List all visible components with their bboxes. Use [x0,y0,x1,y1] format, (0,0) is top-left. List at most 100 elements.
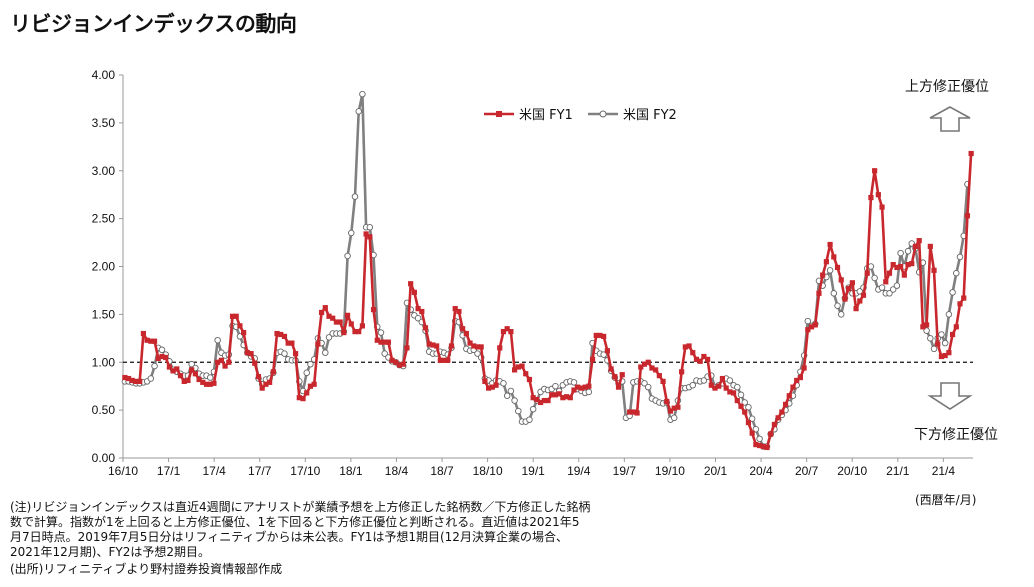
data-point-fy1 [682,344,688,350]
data-point-fy1 [170,368,176,374]
data-point-fy1 [259,385,265,391]
data-point-fy1 [248,351,254,357]
data-point-fy2 [700,377,708,384]
x-tick-label: 17/4 [202,464,226,478]
data-point-fy1 [285,340,291,346]
data-point-fy1 [500,329,507,335]
data-point-fy1 [385,339,391,345]
data-point-fy2 [737,391,745,399]
data-point-fy1 [129,377,135,384]
data-point-fy1 [838,277,844,283]
data-point-fy2 [322,349,329,356]
data-point-fy1 [857,298,863,304]
data-point-fy1 [820,272,826,278]
data-point-fy1 [463,330,469,337]
x-tick-label: 19/10 [655,464,685,478]
data-point-fy1 [486,385,492,391]
data-point-fy1 [756,442,763,449]
data-point-fy2 [377,329,385,336]
data-point-fy2 [941,339,949,347]
data-point-fy1 [367,234,373,240]
data-point-fy2 [689,381,697,389]
data-point-fy1 [953,324,959,330]
data-point-fy1 [467,340,473,346]
data-point-fy1 [526,376,533,383]
data-point-fy2 [897,249,904,257]
data-point-fy1 [712,385,718,391]
data-point-fy2 [889,286,897,293]
data-point-fy1 [545,397,551,404]
x-tick-label: 16/10 [108,464,138,478]
data-point-fy1 [549,392,555,398]
data-point-fy1 [452,306,458,312]
data-point-fy2 [500,380,507,387]
x-tick-label: 21/1 [886,464,910,478]
data-point-fy2 [644,383,652,391]
data-point-fy2 [206,374,214,381]
data-point-fy1 [708,382,714,388]
data-point-fy1 [137,378,143,384]
data-point-fy2 [834,302,841,310]
data-point-fy1 [690,350,696,356]
data-point-fy2 [878,284,886,291]
data-point-fy1 [233,313,239,319]
data-point-fy2 [830,290,838,297]
data-point-fy1 [419,308,425,315]
up-arrow-icon [929,106,971,132]
data-point-fy1 [575,384,581,390]
data-point-fy1 [567,395,573,401]
data-point-fy2 [552,382,559,390]
data-point-fy1 [296,395,302,401]
data-point-fy2 [938,331,945,338]
data-point-fy1 [404,345,410,351]
upper-revision-label: 上方修正優位 [905,79,989,95]
lower-revision-label: 下方修正優位 [914,427,998,443]
data-point-fy1 [489,384,495,390]
data-point-fy1 [957,301,963,307]
data-point-fy1 [812,322,818,328]
data-point-fy1 [151,338,158,344]
data-point-fy1 [237,323,243,329]
data-point-fy1 [842,296,848,302]
x-tick-label: 20/4 [749,464,773,478]
data-point-fy1 [408,281,414,287]
y-tick-label: 4.00 [92,68,116,82]
legend-label-fy2: 米国 FY2 [623,108,677,123]
data-point-fy1 [924,322,930,328]
chart-arrows [927,106,973,410]
data-point-fy2 [511,397,518,404]
data-point-fy1 [300,396,306,402]
data-point-fy1 [775,415,781,421]
data-point-fy2 [756,435,763,443]
legend-marker-fy1 [496,111,502,117]
data-point-fy1 [604,348,610,354]
note-line: 月7日時点。2019年7月5日分はリフィニティブからは未公表。FY1は予想1期目… [10,530,568,544]
data-point-fy1 [890,261,896,268]
data-point-fy1 [318,309,325,316]
data-point-fy1 [764,444,770,451]
data-point-fy1 [589,356,596,362]
data-point-fy1 [805,327,811,333]
data-point-fy1 [916,238,922,244]
x-tick-label: 18/7 [430,464,454,478]
data-point-fy1 [705,356,711,362]
data-point-fy1 [875,192,881,198]
data-point-fy1 [515,364,521,370]
data-point-fy1 [938,353,945,360]
data-point-fy1 [946,350,952,356]
data-point-fy1 [382,339,388,345]
data-point-fy2 [214,336,221,344]
data-point-fy1 [315,341,321,347]
data-point-fy1 [196,376,202,383]
data-point-fy1 [608,366,614,372]
series-line-fy1 [629,153,973,449]
data-point-fy2 [351,193,359,200]
data-point-fy1 [864,270,870,276]
data-point-fy1 [378,339,384,345]
series-line-fy2 [124,92,969,448]
data-point-fy2 [381,350,388,357]
data-point-fy1 [511,367,518,373]
data-point-fy2 [585,388,593,396]
data-point-fy1 [827,241,833,248]
data-point-fy1 [612,374,618,380]
